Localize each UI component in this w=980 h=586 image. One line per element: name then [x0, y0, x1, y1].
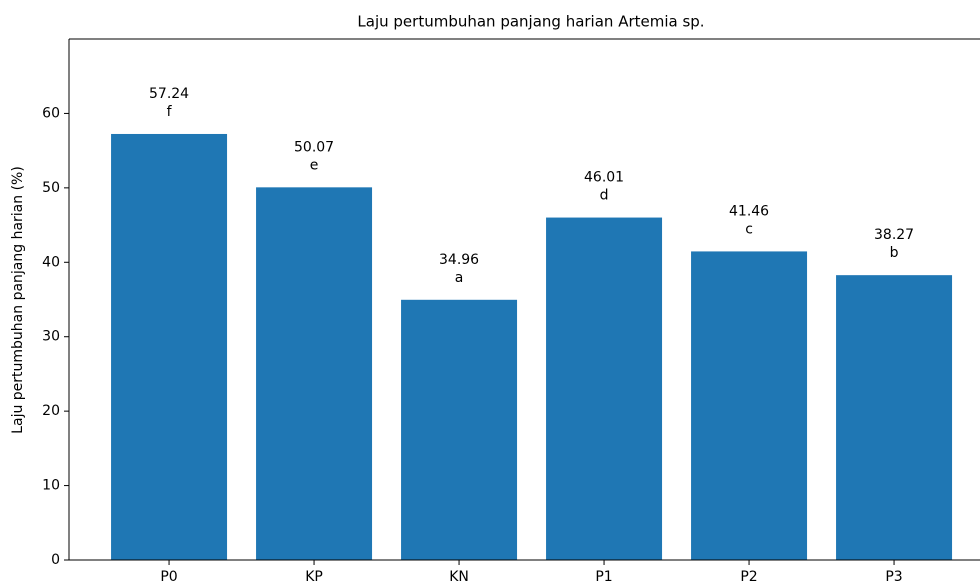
chart-title: Laju pertumbuhan panjang harian Artemia …	[357, 13, 704, 31]
bar	[546, 217, 663, 560]
x-tick-label: P2	[740, 569, 757, 585]
bar	[691, 251, 808, 561]
x-tick-label: P0	[160, 569, 177, 585]
group-letter: e	[310, 157, 319, 173]
bar	[256, 187, 373, 561]
bar	[111, 133, 228, 560]
group-letter: b	[890, 245, 899, 261]
y-tick-label: 40	[42, 254, 60, 270]
value-label: 50.07	[294, 139, 334, 155]
value-label: 38.27	[874, 227, 914, 243]
group-letter: a	[455, 270, 464, 286]
group-letter: c	[745, 221, 753, 237]
y-tick-label: 60	[42, 105, 60, 121]
x-tick-label: KN	[449, 569, 469, 585]
value-label: 57.24	[149, 86, 189, 102]
bar	[401, 299, 518, 560]
y-tick-label: 30	[42, 329, 60, 345]
x-tick-label: P3	[885, 569, 902, 585]
y-tick-label: 0	[51, 552, 60, 568]
x-tick-label: P1	[595, 569, 612, 585]
y-axis-label: Laju pertumbuhan panjang harian (%)	[10, 166, 26, 434]
bar	[836, 275, 953, 560]
y-tick-label: 10	[42, 478, 60, 494]
y-tick-label: 20	[42, 403, 60, 419]
value-label: 46.01	[584, 170, 624, 186]
value-label: 34.96	[439, 252, 479, 268]
value-label: 41.46	[729, 203, 769, 219]
y-tick-label: 50	[42, 180, 60, 196]
group-letter: d	[600, 188, 609, 204]
x-tick-label: KP	[305, 569, 323, 585]
group-letter: f	[167, 104, 173, 120]
